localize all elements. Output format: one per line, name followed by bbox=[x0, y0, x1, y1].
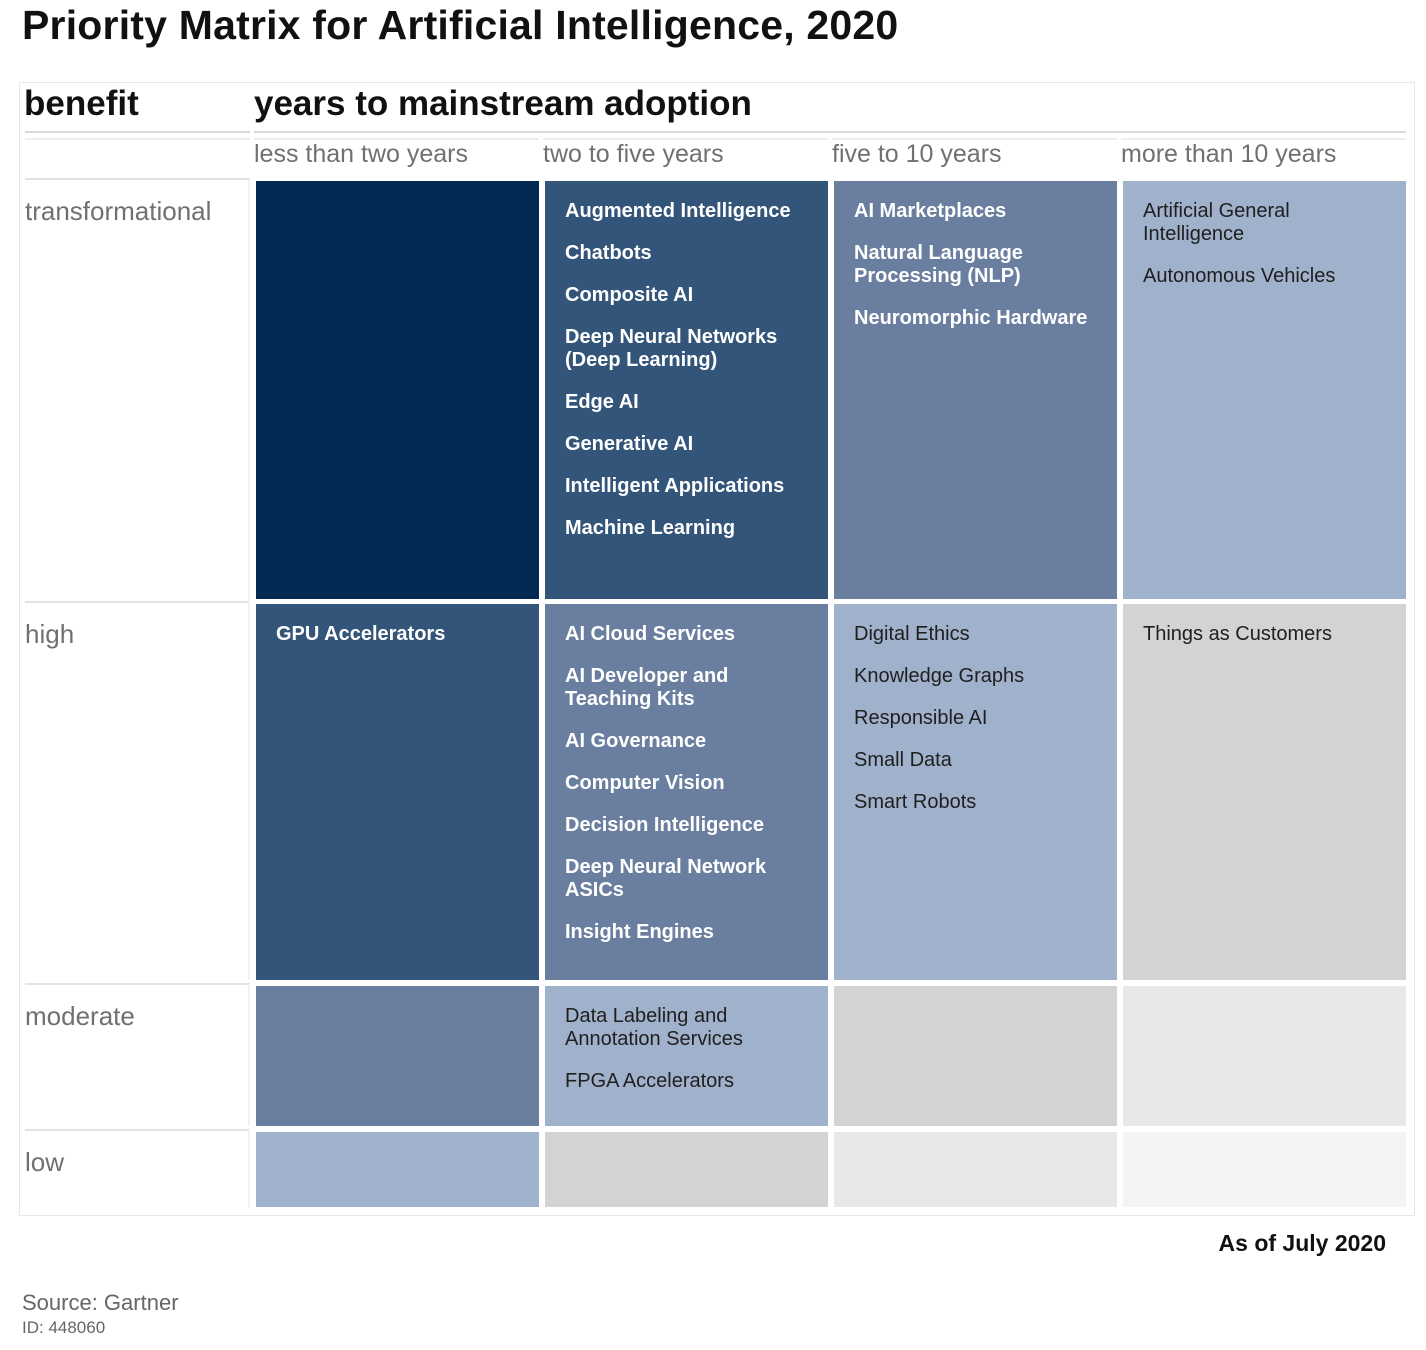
column-header: more than 10 years bbox=[1121, 138, 1406, 176]
header-divider-left bbox=[25, 131, 250, 133]
technology-item: Digital Ethics bbox=[854, 623, 970, 645]
matrix-cell bbox=[256, 181, 539, 599]
column-header: less than two years bbox=[254, 138, 539, 176]
matrix-cell: Artificial General Intelligence Autonomou… bbox=[1123, 181, 1406, 599]
document-id: ID: 448060 bbox=[22, 1318, 106, 1337]
technology-item: Smart Robots bbox=[854, 791, 977, 813]
technology-item: Things as Customers bbox=[1143, 623, 1332, 645]
technology-item: GPU Accelerators bbox=[276, 623, 446, 645]
technology-item: Intelligent Applications bbox=[565, 475, 785, 497]
matrix-cell bbox=[256, 1132, 539, 1207]
technology-item: Deep Neural Networks (Deep Learning) bbox=[565, 326, 778, 371]
matrix-cell: Digital Ethics Knowledge Graphs Responsibl… bbox=[834, 604, 1117, 980]
matrix-cell: Things as Customers bbox=[1123, 604, 1406, 980]
matrix-cell: Data Labeling and Annotation Services FPG… bbox=[545, 986, 828, 1126]
row-label: moderate bbox=[25, 983, 250, 1126]
technology-item: Edge AI bbox=[565, 391, 639, 413]
technology-item: Artificial General Intelligence bbox=[1143, 200, 1290, 245]
matrix-cell bbox=[834, 986, 1117, 1126]
row-label: transformational bbox=[25, 178, 250, 599]
technology-item: Computer Vision bbox=[565, 772, 725, 794]
matrix-cell bbox=[256, 986, 539, 1126]
matrix-cell: Augmented Intelligence Chatbots Composite … bbox=[545, 181, 828, 599]
technology-item: Deep Neural Network ASICs bbox=[565, 856, 767, 901]
column-header: five to 10 years bbox=[832, 138, 1117, 176]
technology-item: Generative AI bbox=[565, 433, 694, 455]
technology-item: Small Data bbox=[854, 749, 952, 771]
header-divider-right bbox=[254, 131, 1406, 133]
as-of-date: As of July 2020 bbox=[1218, 1230, 1386, 1256]
technology-item: AI Governance bbox=[565, 730, 707, 752]
technology-item: AI Developer and Teaching Kits bbox=[565, 665, 729, 710]
technology-item: FPGA Accelerators bbox=[565, 1070, 734, 1092]
header-spacer bbox=[25, 138, 250, 140]
technology-item: Augmented Intelligence bbox=[565, 200, 791, 222]
matrix-frame bbox=[19, 82, 1415, 1216]
chart-title: Priority Matrix for Artificial Intellige… bbox=[22, 2, 899, 48]
matrix-cell bbox=[1123, 986, 1406, 1126]
technology-item: Chatbots bbox=[565, 242, 652, 264]
technology-item: Composite AI bbox=[565, 284, 694, 306]
column-header: two to five years bbox=[543, 138, 828, 176]
matrix-cell: AI Cloud Services AI Developer and Teachi… bbox=[545, 604, 828, 980]
technology-item: Neuromorphic Hardware bbox=[854, 307, 1088, 329]
matrix-cell bbox=[545, 1132, 828, 1207]
row-label: low bbox=[25, 1129, 250, 1207]
technology-item: AI Marketplaces bbox=[854, 200, 1007, 222]
source-label: Source: Gartner bbox=[22, 1290, 179, 1315]
technology-item: Autonomous Vehicles bbox=[1143, 265, 1336, 287]
technology-item: Knowledge Graphs bbox=[854, 665, 1025, 687]
row-axis-label: benefit bbox=[24, 84, 139, 123]
technology-item: Natural Language Processing (NLP) bbox=[854, 242, 1023, 287]
technology-item: Insight Engines bbox=[565, 921, 714, 943]
matrix-cell bbox=[834, 1132, 1117, 1207]
row-label: high bbox=[25, 601, 250, 980]
technology-item: Responsible AI bbox=[854, 707, 988, 729]
technology-item: Data Labeling and Annotation Services bbox=[565, 1005, 743, 1050]
column-axis-label: years to mainstream adoption bbox=[254, 84, 752, 123]
matrix-cell bbox=[1123, 1132, 1406, 1207]
technology-item: AI Cloud Services bbox=[565, 623, 736, 645]
technology-item: Machine Learning bbox=[565, 517, 736, 539]
technology-item: Decision Intelligence bbox=[565, 814, 764, 836]
matrix-cell: AI Marketplaces Natural Language Processi… bbox=[834, 181, 1117, 599]
matrix-cell: GPU Accelerators bbox=[256, 604, 539, 980]
